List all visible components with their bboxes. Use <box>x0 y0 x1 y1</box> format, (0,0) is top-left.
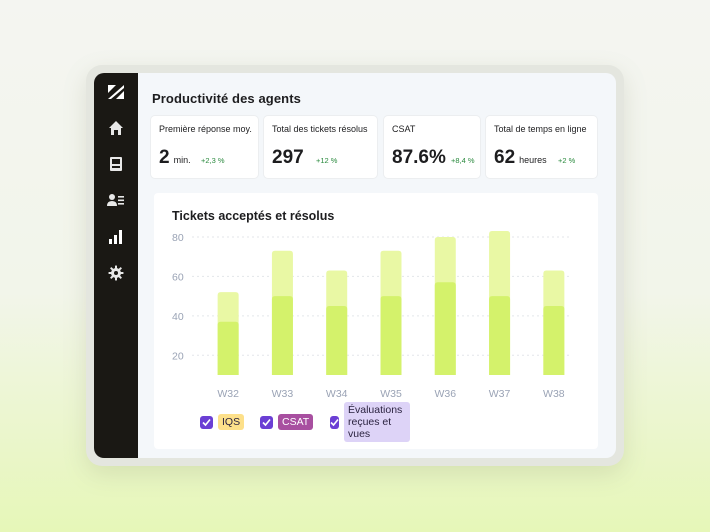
metric-value: 297 <box>272 147 304 168</box>
metric-change: +8,4 % <box>451 156 475 165</box>
chart-title: Tickets acceptés et résolus <box>172 209 335 223</box>
metric-card-tickets-resolved[interactable]: Total des tickets résolus 297 +12 % <box>264 116 377 178</box>
legend-item-evaluations[interactable]: Évaluations reçues et vues <box>330 402 411 442</box>
sidebar <box>94 73 138 458</box>
x-tick-label: W34 <box>326 388 348 400</box>
legend-item-iqs[interactable]: IQS <box>200 413 245 431</box>
x-tick-label: W37 <box>489 388 511 400</box>
app-screen: Productivité des agents Première réponse… <box>94 73 616 458</box>
bar-resolved-W36 <box>434 282 456 375</box>
zendesk-logo-icon[interactable] <box>106 82 126 102</box>
metric-change: +2 % <box>558 156 576 165</box>
home-icon[interactable] <box>106 118 126 138</box>
bar-resolved-W32 <box>217 321 239 375</box>
checkbox-checked-icon[interactable] <box>200 415 213 429</box>
legend-item-csat[interactable]: CSAT <box>260 413 314 431</box>
checkbox-checked-icon[interactable] <box>330 415 339 429</box>
legend-label: Évaluations reçues et vues <box>344 402 411 442</box>
metric-label: Total des tickets résolus <box>272 124 368 134</box>
x-tick-label: W38 <box>543 388 565 400</box>
x-tick-label: W33 <box>272 388 294 400</box>
bar-resolved-W37 <box>489 296 511 375</box>
x-tick-label: W32 <box>217 388 239 400</box>
metric-card-online-time[interactable]: Total de temps en ligne 62 heures +2 % <box>486 116 597 178</box>
bar-chart-icon[interactable] <box>106 227 126 247</box>
chart-card: Tickets acceptés et résolus 20 40 60 80 W32 W… <box>154 193 598 449</box>
bar-chart: 20 40 60 80 W32 W33 W34 W35 W36 W37 W38 <box>172 231 572 400</box>
y-tick-label: 60 <box>172 271 184 283</box>
y-tick-label: 80 <box>172 232 184 244</box>
metric-value: 87.6% <box>392 147 446 168</box>
bar-resolved-W34 <box>326 305 348 375</box>
metric-value: 62 heures <box>494 147 547 168</box>
inbox-icon[interactable] <box>106 154 126 174</box>
y-tick-label: 40 <box>172 311 184 323</box>
y-tick-label: 20 <box>172 350 184 362</box>
metric-card-csat[interactable]: CSAT 87.6% +8,4 % <box>384 116 480 178</box>
metric-value: 2 min. <box>159 147 191 168</box>
metric-label: Total de temps en ligne <box>494 124 587 134</box>
bar-resolved-W35 <box>380 296 402 375</box>
bar-resolved-W33 <box>271 296 293 375</box>
legend-label: IQS <box>218 414 245 430</box>
metric-change: +2,3 % <box>201 156 225 165</box>
contacts-icon[interactable] <box>106 190 126 210</box>
metric-change: +12 % <box>316 156 338 165</box>
metric-card-first-response[interactable]: Première réponse moy. 2 min. +2,3 % <box>151 116 258 178</box>
bar-resolved-W38 <box>543 305 565 375</box>
page-title: Productivité des agents <box>152 91 301 106</box>
x-tick-label: W36 <box>434 388 456 400</box>
metric-label: CSAT <box>392 124 416 134</box>
checkbox-checked-icon[interactable] <box>260 415 273 429</box>
metric-label: Première réponse moy. <box>159 124 252 134</box>
main-content: Productivité des agents Première réponse… <box>138 73 616 458</box>
x-tick-label: W35 <box>380 388 402 400</box>
legend-label: CSAT <box>278 414 314 430</box>
gear-icon[interactable] <box>106 263 126 283</box>
